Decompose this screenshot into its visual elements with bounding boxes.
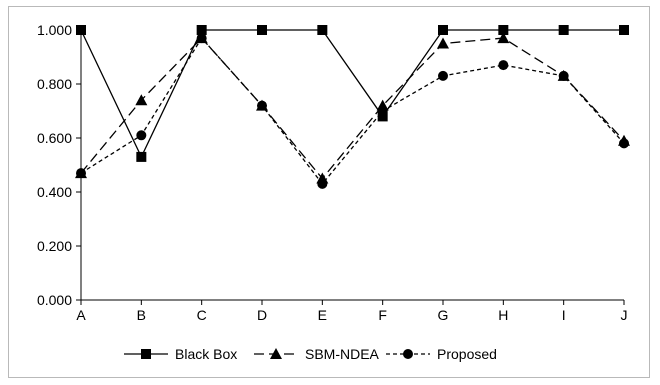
- data-point-sbm-ndea: [497, 32, 510, 44]
- x-tick-label: C: [197, 307, 207, 323]
- x-tick-label: A: [76, 307, 86, 323]
- line-chart: 0.000 0.200 0.400 0.600 0.800 1.000 A B C D E F G H I J…: [37, 22, 630, 362]
- data-point-proposed: [558, 70, 569, 81]
- y-tick-label: 1.000: [37, 22, 72, 38]
- y-tick-label: 0.400: [37, 184, 72, 200]
- series-layer: [75, 25, 630, 189]
- data-point-proposed: [317, 178, 328, 189]
- series-line-proposed: [80, 37, 625, 185]
- data-point-proposed: [498, 60, 509, 71]
- data-point-sbm-ndea: [437, 37, 449, 49]
- data-point-black-box: [377, 111, 388, 122]
- series-line-sbm-ndea: [80, 37, 625, 180]
- legend-item-sbm-ndea: SBM-NDEA: [254, 346, 380, 362]
- series-black-box: [76, 25, 629, 162]
- data-point-black-box: [619, 25, 629, 35]
- x-tick-label: G: [438, 307, 449, 323]
- data-point-proposed: [76, 168, 86, 179]
- x-tick-label: F: [378, 307, 387, 323]
- data-point-proposed: [377, 106, 388, 116]
- legend-label: SBM-NDEA: [305, 346, 380, 362]
- y-tick-label: 0.000: [37, 292, 72, 308]
- x-tick-label: H: [498, 307, 508, 323]
- series-line-black-box: [80, 29, 624, 159]
- data-point-sbm-ndea: [135, 94, 148, 106]
- x-tick-label: J: [621, 307, 628, 323]
- legend-marker-icon: [141, 349, 151, 359]
- legend-marker-icon: [270, 348, 282, 359]
- legend-marker-icon: [403, 349, 413, 359]
- data-point-black-box: [558, 25, 569, 35]
- legend: Black Box SBM-NDEA Proposed: [124, 346, 497, 362]
- data-point-proposed: [257, 100, 267, 111]
- data-point-black-box: [136, 151, 147, 162]
- x-tick-label: B: [137, 307, 146, 323]
- data-point-black-box: [257, 25, 267, 35]
- x-tick-label: E: [318, 307, 327, 323]
- y-tick-label: 0.800: [37, 76, 72, 92]
- data-point-black-box: [438, 25, 448, 35]
- data-point-proposed: [136, 130, 147, 141]
- data-point-black-box: [317, 25, 328, 35]
- y-tick-label: 0.200: [37, 238, 72, 254]
- data-point-proposed: [619, 138, 629, 149]
- data-point-proposed: [196, 33, 207, 44]
- series-proposed: [76, 33, 629, 189]
- y-tick-label: 0.600: [37, 130, 72, 146]
- data-point-black-box: [498, 25, 509, 35]
- chart-frame: 0.000 0.200 0.400 0.600 0.800 1.000 A B C D E F G H I J…: [8, 6, 650, 378]
- legend-item-proposed: Proposed: [386, 346, 497, 362]
- data-point-proposed: [438, 70, 448, 81]
- legend-label: Black Box: [175, 346, 237, 362]
- data-point-black-box: [76, 25, 86, 35]
- legend-item-black-box: Black Box: [124, 346, 237, 362]
- legend-label: Proposed: [437, 346, 497, 362]
- x-tick-label: D: [257, 307, 267, 323]
- data-point-black-box: [196, 25, 207, 35]
- axes: 0.000 0.200 0.400 0.600 0.800 1.000 A B C D E F G H I J: [37, 22, 628, 323]
- series-sbm-ndea: [75, 32, 630, 184]
- x-tick-label: I: [562, 307, 566, 323]
